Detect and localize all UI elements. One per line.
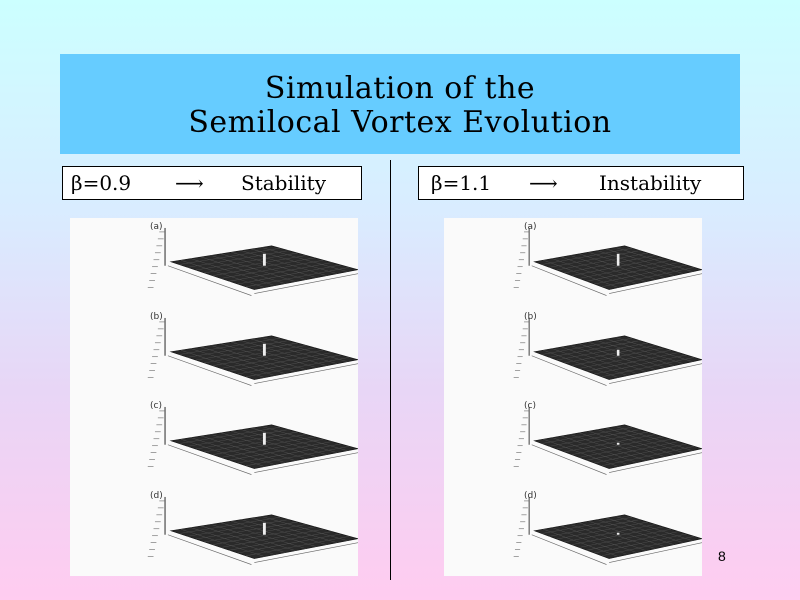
surface-plot-panel: (c) [70, 397, 358, 487]
surface-plot-panel: (d) [444, 487, 702, 577]
surface-plot-panel: (c) [444, 397, 702, 487]
column-divider [390, 160, 391, 580]
panel-label: (b) [524, 311, 537, 322]
right-arrow-icon: ⟶ [175, 171, 204, 195]
panel-label: (a) [150, 222, 163, 232]
stability-label-box: β=0.9 ⟶ Stability [62, 166, 362, 200]
instability-label-box: β=1.1 ⟶ Instability [418, 166, 744, 200]
stability-simulation-figure: (a) (b) (c) [70, 218, 358, 576]
panel-label: (c) [150, 401, 162, 411]
surface-plot-panel: (a) [444, 218, 702, 308]
beta-stable-value: β=0.9 [71, 171, 132, 195]
panel-label: (d) [150, 490, 163, 501]
panel-label: (b) [150, 311, 163, 322]
surface-plot-panel: (b) [444, 308, 702, 398]
stability-label: Stability [241, 171, 326, 195]
slide-title-line-1: Simulation of the [264, 71, 536, 106]
instability-label: Instability [599, 171, 702, 195]
surface-plot-panel: (b) [70, 308, 358, 398]
panel-label: (d) [524, 490, 537, 501]
right-arrow-icon: ⟶ [529, 171, 558, 195]
instability-simulation-figure: (a) (b) (c) [444, 218, 702, 576]
surface-plot-panel: (a) [70, 218, 358, 308]
slide-title-line-2: Semilocal Vortex Evolution [188, 105, 612, 140]
panel-label: (a) [524, 222, 537, 232]
slide-title-box: Simulation of the Semilocal Vortex Evolu… [60, 54, 740, 154]
surface-plot-panel: (d) [70, 487, 358, 577]
beta-unstable-value: β=1.1 [431, 171, 492, 195]
page-number: 8 [718, 548, 726, 564]
panel-label: (c) [524, 401, 536, 411]
